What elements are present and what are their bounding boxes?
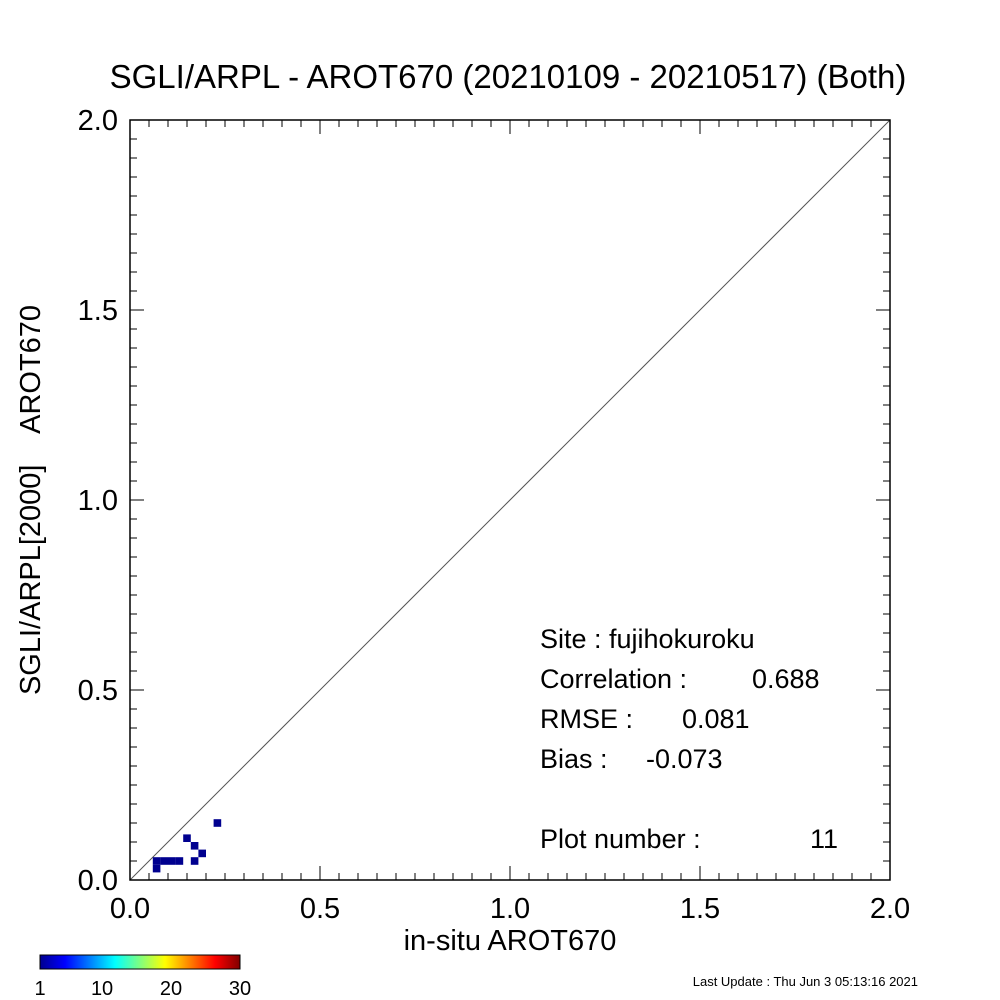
x-tick-label: 1.0 [490,893,530,925]
stat-plot-number-label: Plot number : [540,824,701,854]
stat-site: Site : fujihokuroku [540,624,755,654]
data-point-8 [198,849,206,858]
data-point-6 [190,842,199,850]
one-to-one-line [129,119,891,881]
y-tick-label: 1.5 [78,295,118,327]
data-point-0 [152,864,161,873]
colorbar-label: 1 [34,978,45,1000]
colorbar-labels: 1 10 20 30 [34,978,251,1000]
x-tick-label: 0.5 [300,893,340,925]
data-point-9 [213,819,222,827]
data-points [152,819,222,873]
colorbar-label: 10 [91,978,113,1000]
x-axis-label: in-situ AROT670 [404,925,617,957]
data-point-2 [160,857,168,865]
last-update-text: Last Update : Thu Jun 3 05:13:16 2021 [693,974,918,989]
colorbar [39,954,241,970]
reference-line-group [129,119,891,881]
stat-plot-number-value: 11 [810,824,838,854]
data-point-5 [183,834,191,842]
stat-rmse-label: RMSE : [540,704,633,734]
stat-rmse-value: 0.081 [682,704,750,734]
x-tick-label: 2.0 [870,893,910,925]
stat-correlation-value: 0.688 [752,664,820,694]
axis-ticks [130,120,890,880]
data-point-7 [190,857,199,865]
y-tick-label: 1.0 [78,485,118,517]
stat-bias-label: Bias : [540,744,608,774]
data-point-1 [152,857,161,865]
colorbar-label: 30 [229,978,251,1000]
chart-title: SGLI/ARPL - AROT670 (20210109 - 20210517… [110,58,907,95]
y-tick-label: 0.5 [78,675,118,707]
y-tick-labels: 0.0 0.5 1.0 1.5 2.0 [78,105,118,897]
data-point-3 [168,857,176,865]
y-tick-label: 2.0 [78,105,118,137]
stat-correlation-label: Correlation : [540,664,687,694]
data-point-4 [175,857,184,865]
x-tick-label: 0.0 [110,893,150,925]
stats-box: Site : fujihokuroku Correlation : 0.688 … [540,624,838,854]
x-tick-label: 1.5 [680,893,720,925]
colorbar-label: 20 [160,978,182,1000]
stat-bias-value: -0.073 [646,744,723,774]
y-tick-label: 0.0 [78,865,118,897]
y-axis-label: SGLI/ARPL[2000] AROT670 [15,305,47,695]
x-tick-labels: 0.0 0.5 1.0 1.5 2.0 [110,893,910,925]
